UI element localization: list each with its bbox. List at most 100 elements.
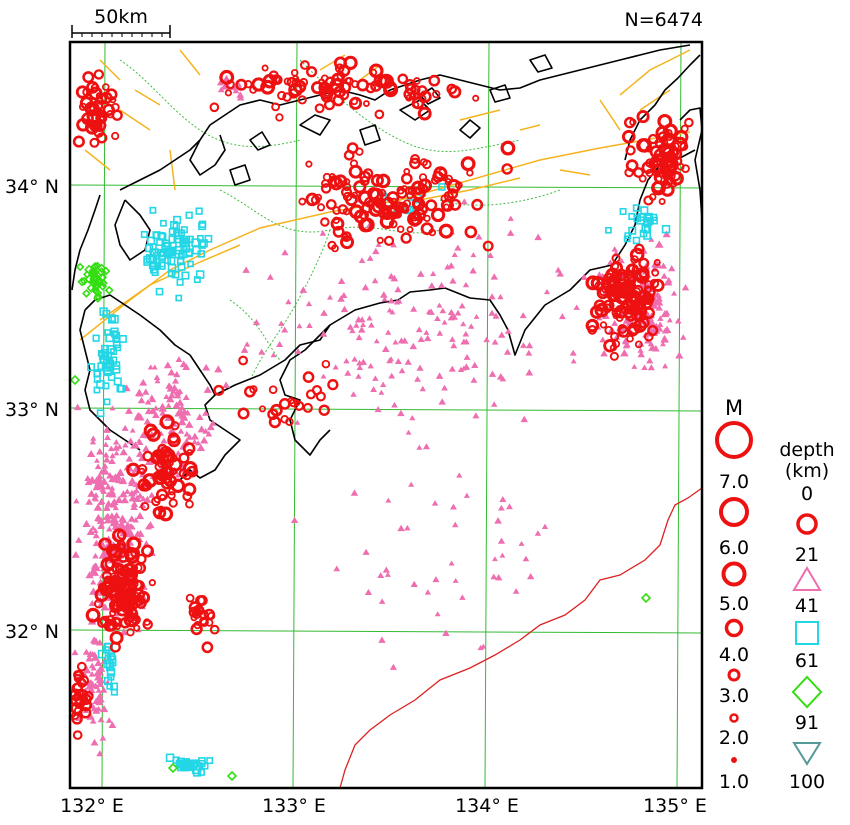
mid-depth-event-marker [486,252,494,259]
shallow-event-marker [410,153,421,164]
shallow-event-marker [409,157,421,170]
magnitude-title: M [725,396,743,420]
mid-depth-event-marker [85,654,94,662]
deep-event-marker [176,278,184,286]
deep-event-marker [87,363,96,372]
shallow-event-marker [182,491,193,502]
mid-depth-event-marker [496,373,505,380]
mid-depth-event-marker [647,340,655,347]
mid-depth-event-marker [88,600,96,607]
mid-depth-event-marker [654,297,662,304]
mid-depth-event-marker [400,337,409,344]
mid-depth-event-marker [460,321,467,327]
mid-depth-event-marker [319,230,327,236]
shallow-event-marker [638,269,650,280]
mid-depth-event-marker [620,349,629,357]
deep-event-marker [146,236,156,245]
shallow-event-marker [447,188,459,200]
mid-depth-event-marker [449,277,457,284]
mid-depth-event-marker [137,396,146,404]
mid-depth-event-marker [512,588,520,594]
shallow-event-marker [333,56,347,70]
lon-label-132: 132° E [60,795,124,817]
deep-event-marker [97,362,106,371]
mid-depth-event-marker [160,437,168,444]
depth-circle-symbol [796,513,818,535]
map-area [68,40,704,790]
mid-depth-event-marker [82,648,91,655]
mid-depth-event-marker [119,448,128,456]
mid-depth-event-marker [619,326,627,332]
mid-depth-event-marker [681,284,690,291]
shallow-event-marker [85,607,101,623]
mid-depth-event-marker [457,366,465,373]
shallow-event-marker [314,103,325,114]
mid-depth-event-marker [655,304,663,311]
mid-depth-event-marker [305,300,313,307]
very-deep-event-marker [90,261,100,271]
shallow-event-marker [306,66,318,78]
mid-depth-event-marker [410,305,418,312]
very-deep-event-marker [82,289,91,298]
mid-depth-event-marker [320,309,328,316]
magnitude-4-symbol [724,618,744,638]
mid-depth-event-marker [90,653,100,661]
mid-depth-event-marker [520,342,527,348]
shallow-event-marker [624,284,632,292]
mid-depth-event-marker [92,697,100,705]
deep-event-marker [633,214,642,223]
shallow-event-marker [270,403,283,417]
mid-depth-event-marker [148,395,157,403]
mid-depth-event-marker [127,437,135,444]
mid-depth-event-marker [451,521,459,528]
mid-depth-event-marker [90,705,98,712]
mid-depth-event-marker [541,523,549,529]
mid-depth-event-marker [252,319,261,326]
shallow-event-marker [638,317,650,329]
mid-depth-event-marker [372,375,379,381]
shallow-event-marker [316,203,326,212]
shallow-event-marker [141,544,154,558]
mid-depth-event-marker [507,215,514,221]
mid-depth-event-marker [454,244,462,251]
depth-inverted-triangle-symbol [792,742,822,766]
shallow-event-marker [121,562,137,578]
deep-event-marker [167,269,176,278]
mid-depth-event-marker [337,277,346,284]
shallow-event-marker [383,235,395,246]
shallow-event-marker [116,529,127,540]
deep-event-marker [198,222,207,231]
mid-depth-event-marker [108,721,117,729]
mid-depth-event-marker [659,262,668,269]
mid-depth-event-marker [384,571,391,577]
shallow-event-marker [448,85,462,99]
mid-depth-event-marker [299,286,308,293]
mid-depth-event-marker [73,403,82,411]
mid-depth-event-marker [506,503,513,510]
shallow-event-marker [277,90,287,101]
mid-depth-event-marker [660,309,670,318]
mid-depth-event-marker [127,476,137,485]
very-deep-event-marker [91,272,101,283]
shallow-event-marker [623,116,636,129]
shallow-event-marker [305,160,313,168]
mid-depth-event-marker [174,450,182,456]
shallow-event-marker [603,339,617,353]
deep-event-marker [102,309,111,318]
mid-depth-event-marker [152,405,160,411]
magnitude-legend: M 7.0 6.0 5.0 4.0 3.0 2.0 1.0 [715,396,753,793]
deep-event-marker [110,348,118,356]
mid-depth-event-marker [96,680,105,688]
very-deep-event-marker [98,281,108,291]
mid-depth-event-marker [195,440,202,446]
deep-event-marker [632,236,641,245]
latitude-labels: 34° N 33° N 32° N [5,176,59,643]
shallow-event-marker [290,68,299,77]
mid-depth-event-marker [374,406,382,413]
mid-depth-event-marker [362,548,370,555]
mid-depth-event-marker [660,335,669,343]
mid-depth-event-marker [202,409,210,416]
mid-depth-event-marker [427,282,436,289]
deep-event-marker [107,373,116,382]
